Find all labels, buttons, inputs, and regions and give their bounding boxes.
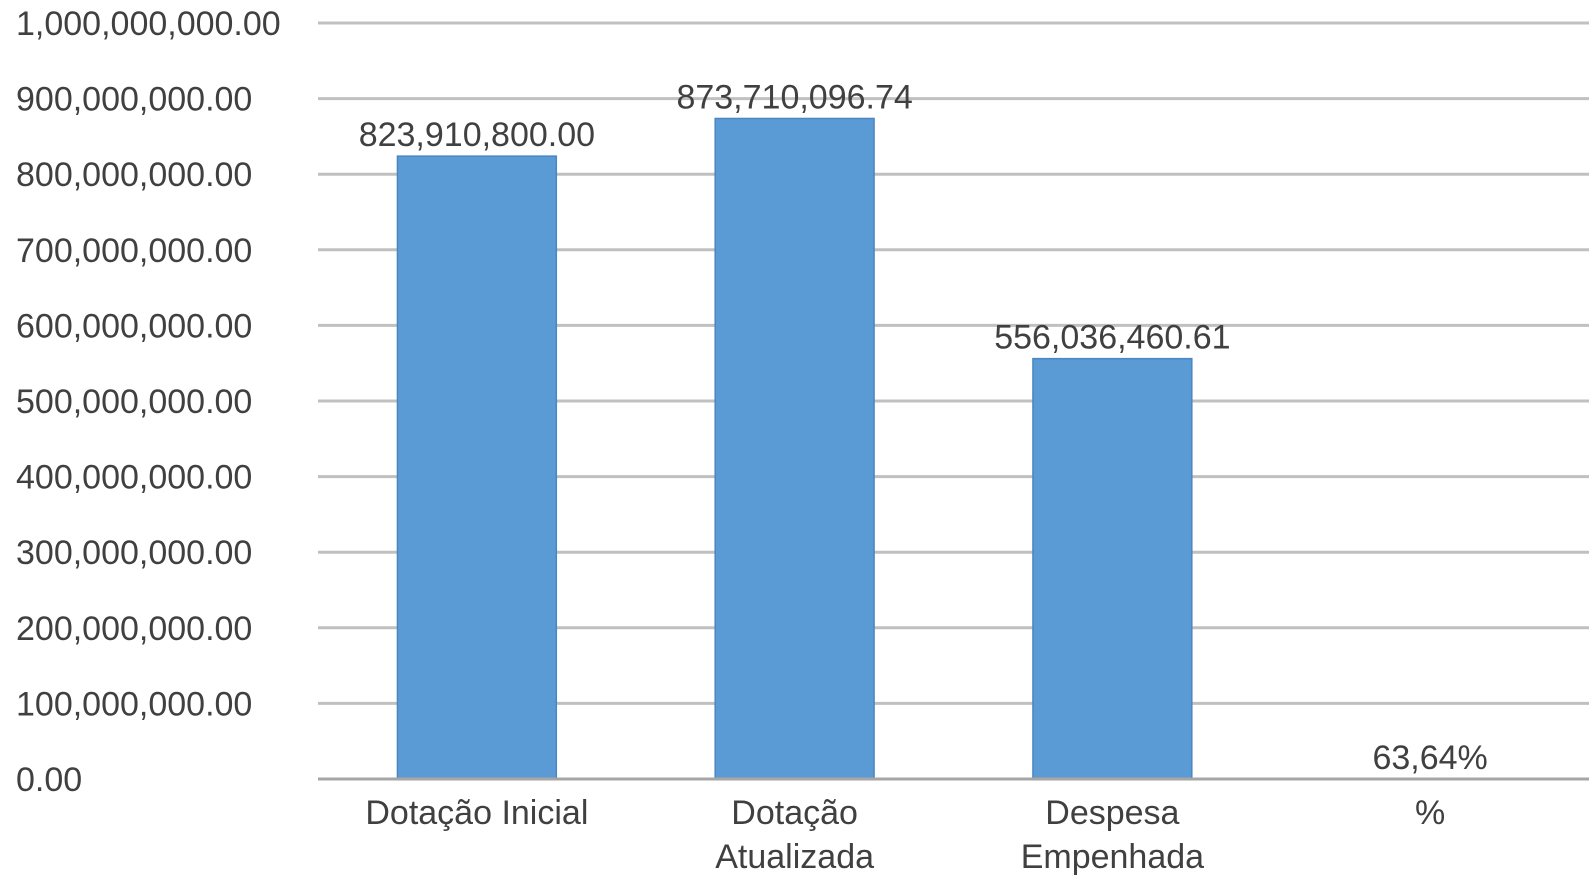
y-axis-ticks: 0.00 100,000,000.00 200,000,000.00 300,000,…	[16, 5, 281, 799]
y-tick-label: 300,000,000.00	[16, 534, 252, 572]
y-tick-label: 1,000,000,000.00	[16, 5, 281, 43]
data-label: 823,910,800.00	[359, 116, 595, 154]
y-tick-label: 800,000,000.00	[16, 156, 252, 194]
x-tick-label: Atualizada	[715, 838, 874, 876]
x-tick-label: Despesa	[1045, 794, 1179, 832]
x-tick-label: Dotação Inicial	[365, 794, 588, 832]
data-label: 63,64%	[1372, 739, 1487, 777]
y-tick-label: 200,000,000.00	[16, 610, 252, 648]
y-tick-label: 600,000,000.00	[16, 307, 252, 345]
x-tick-label: Empenhada	[1021, 838, 1204, 876]
bars	[397, 118, 1191, 779]
y-tick-label: 500,000,000.00	[16, 383, 252, 421]
y-tick-label: 400,000,000.00	[16, 459, 252, 497]
bar	[397, 156, 556, 779]
y-tick-label: 700,000,000.00	[16, 232, 252, 270]
y-tick-label: 100,000,000.00	[16, 685, 252, 723]
category-labels: Dotação Inicial Dotação Atualizada Despesa E…	[365, 794, 1445, 876]
bar	[715, 118, 874, 779]
data-label: 873,710,096.74	[676, 78, 912, 116]
data-label: 556,036,460.61	[994, 319, 1230, 357]
x-tick-label: Dotação	[731, 794, 858, 832]
y-tick-label: 900,000,000.00	[16, 81, 252, 119]
x-tick-label: %	[1415, 794, 1445, 832]
y-tick-label: 0.00	[16, 761, 82, 799]
bar	[1033, 359, 1192, 779]
